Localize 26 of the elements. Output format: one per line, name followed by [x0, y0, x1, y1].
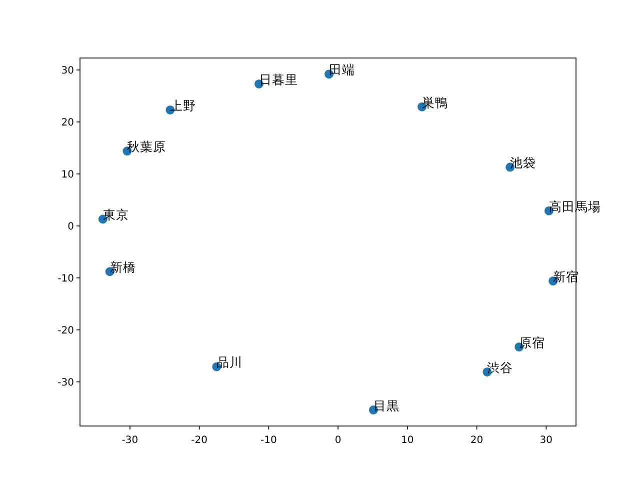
annotation: 東京	[102, 207, 129, 222]
annotation: 新橋	[110, 260, 136, 275]
annotation: 上野	[170, 98, 196, 113]
y-tick-label: -30	[58, 377, 74, 388]
annotation: 品川	[216, 354, 243, 370]
y-tick-label: 0	[68, 221, 74, 232]
annotation: 田端	[329, 62, 356, 78]
y-tick-label: 20	[61, 117, 74, 128]
annotation: 日暮里	[258, 72, 298, 87]
x-tick-label: -20	[191, 435, 208, 446]
y-tick-label: -10	[58, 273, 74, 284]
y-tick-label: -20	[58, 325, 74, 336]
y-tick-label: 10	[61, 169, 74, 180]
x-tick-label: 10	[401, 435, 414, 446]
x-tick-label: -30	[122, 435, 138, 446]
x-tick-label: 20	[470, 435, 484, 446]
annotation: 秋葉原	[127, 139, 166, 154]
x-tick-label: 30	[540, 435, 553, 446]
annotation: 目黒	[373, 398, 400, 413]
annotation: 渋谷	[487, 360, 514, 375]
annotation: 池袋	[510, 155, 536, 170]
y-tick-label: 30	[61, 65, 74, 76]
annotation: 巣鴨	[422, 94, 448, 110]
annotation: 原宿	[519, 334, 546, 350]
x-tick-label: -10	[260, 435, 277, 446]
x-tick-label: 0	[334, 435, 342, 446]
